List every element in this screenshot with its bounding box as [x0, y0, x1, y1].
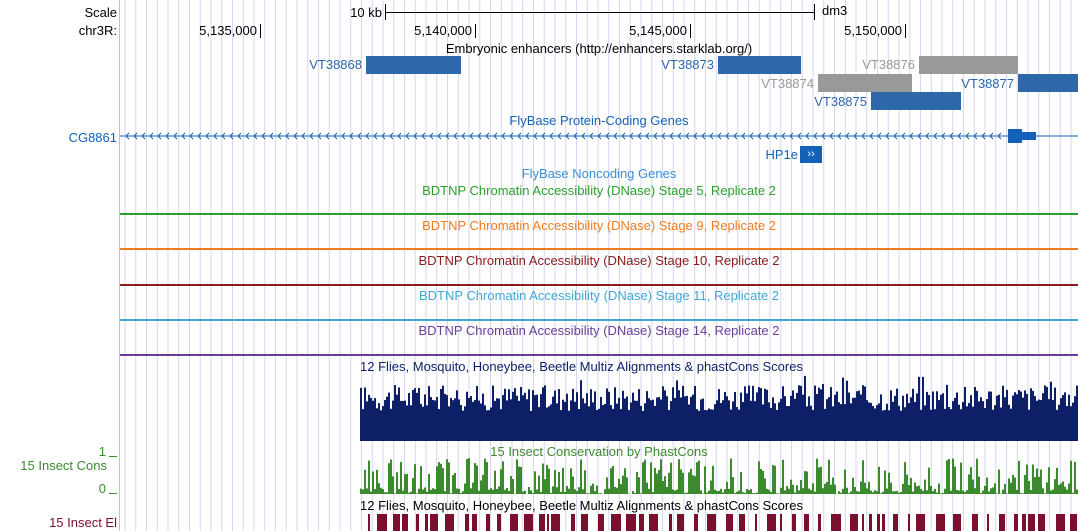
enhancer-feature-vt38874[interactable] [818, 74, 912, 92]
enhancer-feature-vt38868[interactable] [366, 56, 461, 74]
gene-model-cg8861[interactable] [120, 126, 1078, 146]
ruler-tick-label: 5,145,000 [629, 23, 687, 38]
chrom-label: chr3R: [78, 23, 117, 38]
dnase-signal-stage5[interactable] [120, 213, 1078, 215]
enhancer-label-vt38874[interactable]: VT38874 [761, 76, 814, 91]
enhancer-feature-vt38876[interactable] [919, 56, 1018, 74]
scale-bar [385, 12, 815, 13]
enhancer-feature-vt38877[interactable] [1018, 74, 1078, 92]
ruler-tick-label: 5,140,000 [414, 23, 472, 38]
scale-label: Scale [84, 5, 117, 20]
phastcons-axis-min: 0 [98, 481, 106, 496]
phastcons-plot[interactable] [360, 458, 1078, 494]
enhancer-label-vt38875[interactable]: VT38875 [814, 94, 867, 109]
dnase-signal-stage11[interactable] [120, 319, 1078, 321]
gene-model-hp1e[interactable]: ›› [800, 146, 822, 163]
dnase-track-title-stage10: BDTNP Chromatin Accessibility (DNase) St… [418, 253, 780, 268]
phastcons-axis-max: 1 [98, 444, 106, 459]
elements-track-title: 12 Flies, Mosquito, Honeybee, Beetle Mul… [360, 498, 803, 513]
phastcons-left-label[interactable]: 15 Insect Cons [20, 458, 107, 473]
enhancer-label-vt38876[interactable]: VT38876 [862, 57, 915, 72]
dnase-signal-stage9[interactable] [120, 248, 1078, 250]
multiz-conservation-plot[interactable] [360, 375, 1078, 441]
enhancer-label-vt38877[interactable]: VT38877 [961, 76, 1014, 91]
dnase-track-title-stage9: BDTNP Chromatin Accessibility (DNase) St… [422, 218, 776, 233]
conserved-elements-track[interactable] [360, 514, 1078, 531]
enhancer-label-vt38868[interactable]: VT38868 [309, 57, 362, 72]
noncoding-track-title: FlyBase Noncoding Genes [521, 166, 677, 181]
phastcons-track-title: 15 Insect Conservation by PhastCons [490, 444, 708, 459]
elements-left-label[interactable]: 15 Insect El [49, 515, 117, 530]
dnase-track-title-stage14: BDTNP Chromatin Accessibility (DNase) St… [418, 323, 780, 338]
gene-label-hp1e[interactable]: HP1e [765, 147, 798, 162]
phastcons-axis-max-tick [109, 456, 117, 457]
phastcons-axis-min-tick [109, 493, 117, 494]
ruler-tick [905, 24, 906, 38]
enhancer-feature-vt38873[interactable] [718, 56, 801, 74]
ruler-tick [260, 24, 261, 38]
scale-bar-left-cap [385, 4, 386, 20]
gene-track-title: FlyBase Protein-Coding Genes [509, 113, 689, 128]
ruler-tick [690, 24, 691, 38]
enhancer-label-vt38873[interactable]: VT38873 [661, 57, 714, 72]
enhancer-feature-vt38875[interactable] [871, 92, 961, 110]
dnase-signal-stage14[interactable] [120, 354, 1078, 356]
ruler-tick-label: 5,150,000 [844, 23, 902, 38]
enhancer-track-title: Embryonic enhancers (http://enhancers.st… [445, 41, 753, 56]
dnase-track-title-stage11: BDTNP Chromatin Accessibility (DNase) St… [418, 288, 780, 303]
ruler-tick [475, 24, 476, 38]
scale-bar-right-cap [814, 4, 815, 20]
ruler-tick-label: 5,135,000 [199, 23, 257, 38]
dnase-signal-stage10[interactable] [120, 284, 1078, 286]
gene-label-cg8861[interactable]: CG8861 [68, 130, 117, 145]
assembly-label: dm3 [822, 3, 848, 18]
scale-bar-label: 10 kb [350, 5, 382, 20]
dnase-track-title-stage5: BDTNP Chromatin Accessibility (DNase) St… [422, 183, 776, 198]
multiz-track-title: 12 Flies, Mosquito, Honeybee, Beetle Mul… [360, 359, 803, 374]
